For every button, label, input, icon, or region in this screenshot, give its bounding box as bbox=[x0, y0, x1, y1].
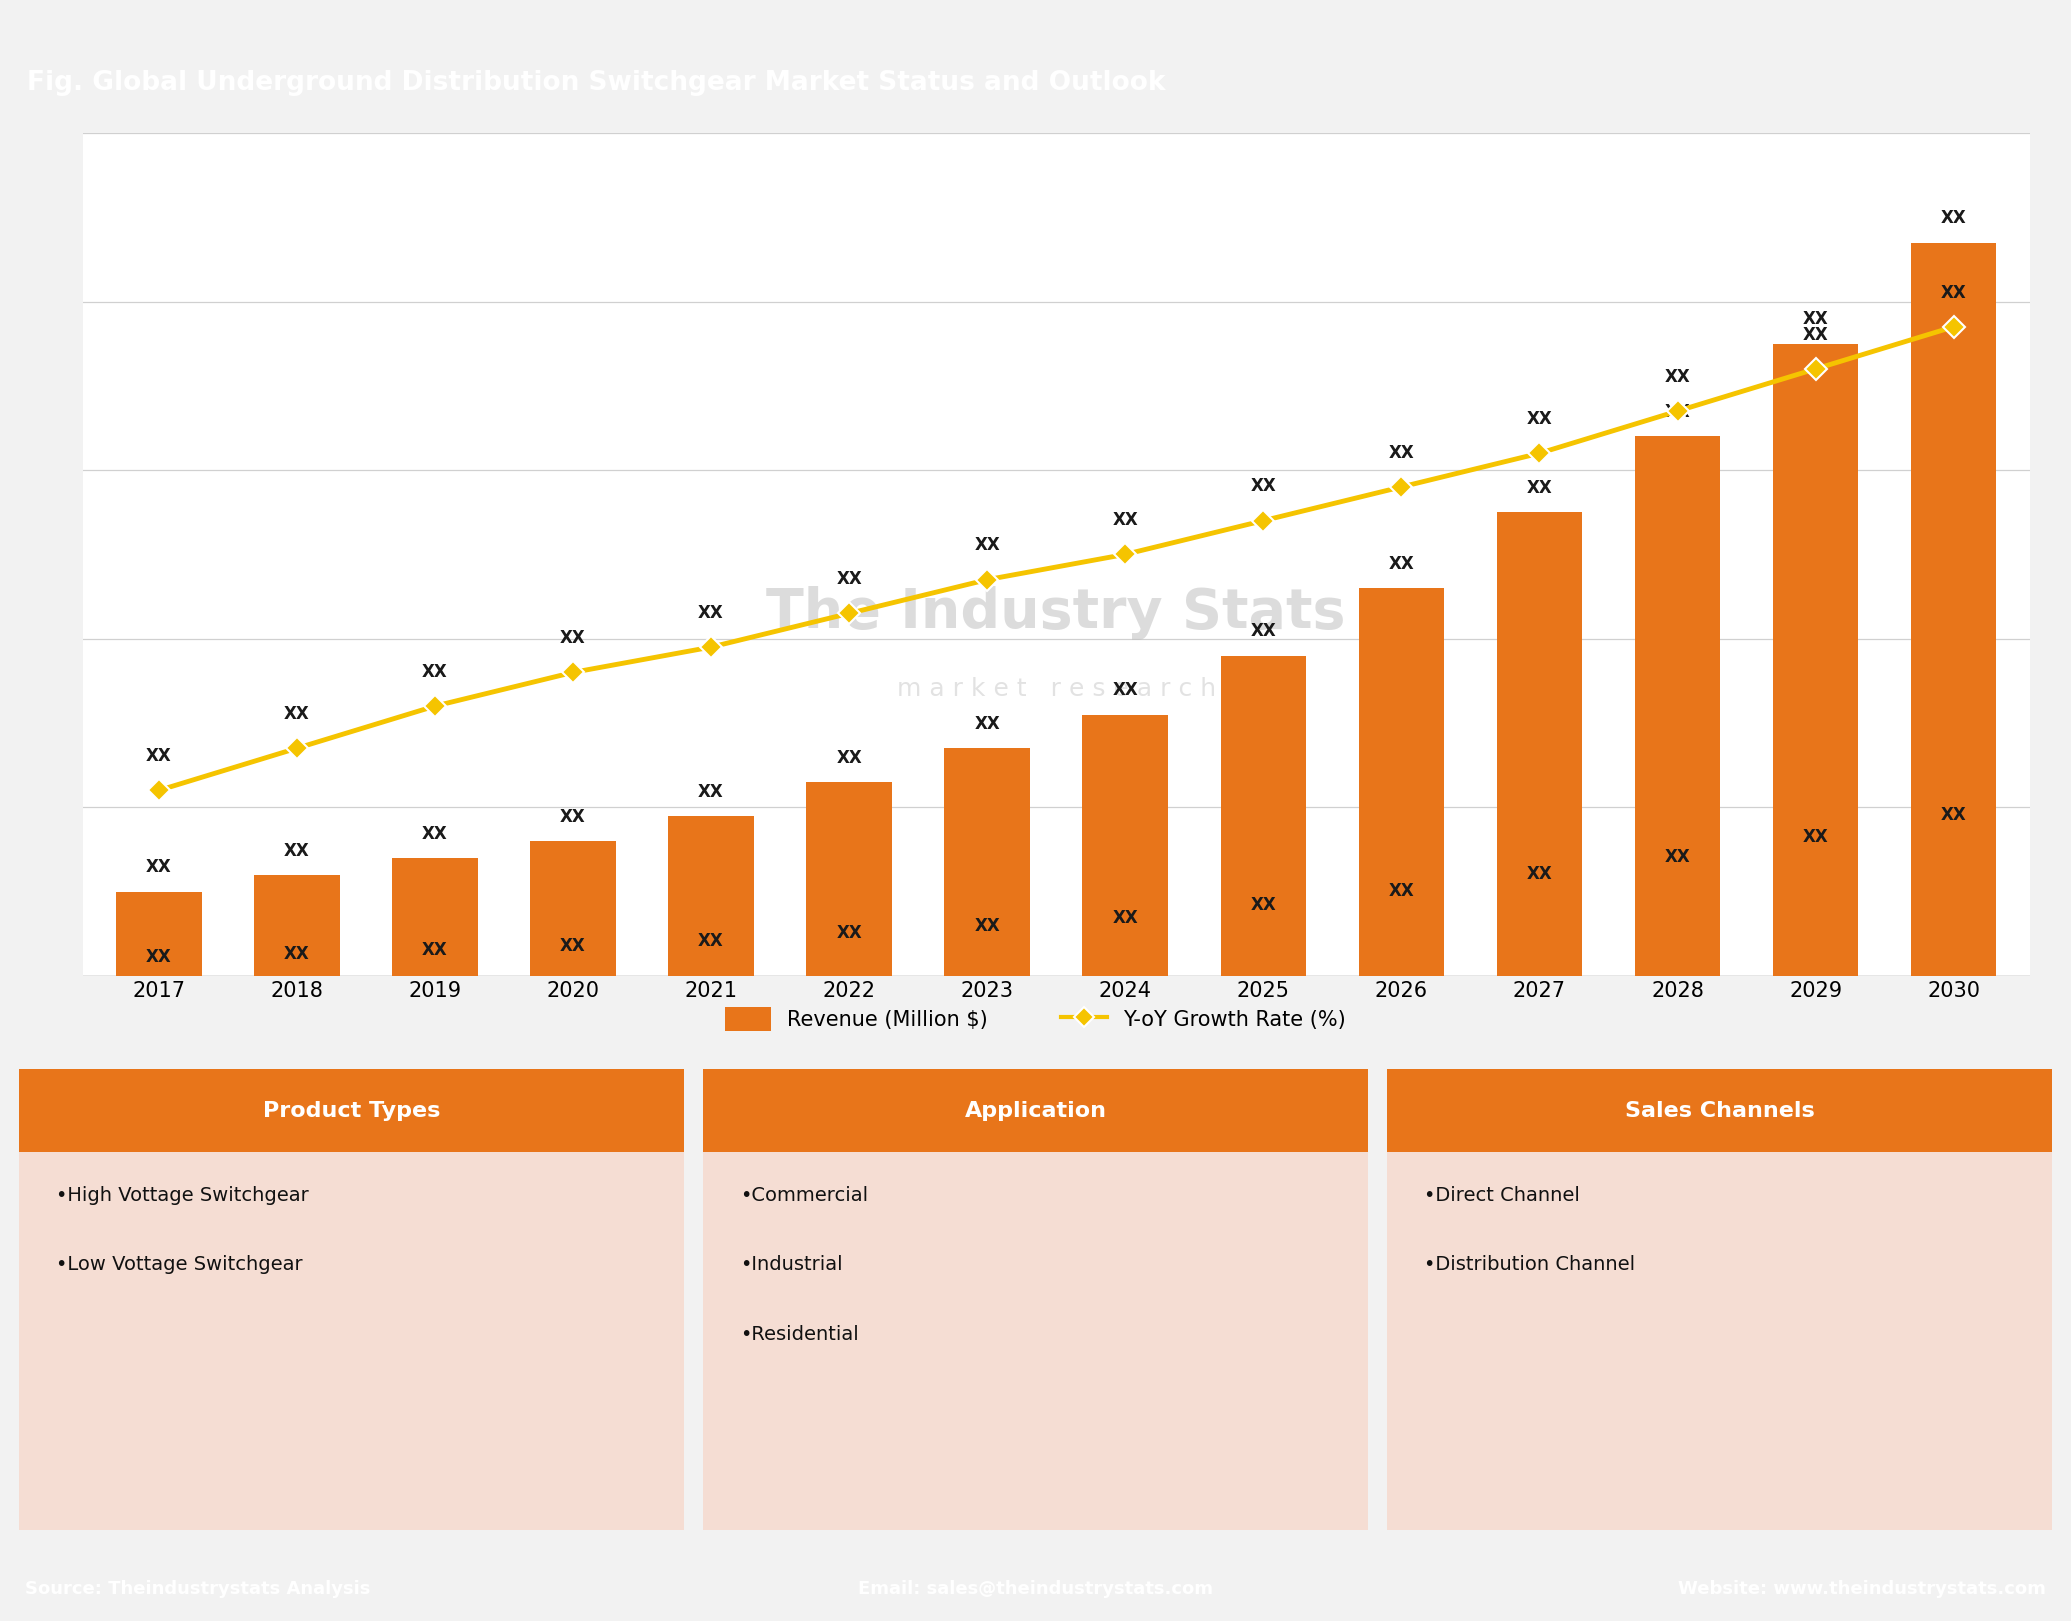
Text: •Commercial: •Commercial bbox=[739, 1187, 868, 1204]
Bar bbox=[1497, 512, 1582, 976]
Text: XX: XX bbox=[1112, 511, 1139, 528]
Bar bbox=[1912, 243, 1996, 976]
Text: m a r k e t   r e s e a r c h: m a r k e t r e s e a r c h bbox=[897, 678, 1216, 702]
Text: XX: XX bbox=[422, 825, 447, 843]
Text: XX: XX bbox=[1388, 444, 1414, 462]
Bar bbox=[116, 892, 201, 976]
Text: XX: XX bbox=[1251, 896, 1276, 914]
Text: XX: XX bbox=[698, 932, 725, 950]
Text: XX: XX bbox=[422, 663, 447, 681]
Bar bbox=[1388, 1068, 2052, 1153]
Text: Website: www.theindustrystats.com: Website: www.theindustrystats.com bbox=[1678, 1579, 2046, 1598]
Text: XX: XX bbox=[145, 747, 172, 765]
Text: Source: Theindustrystats Analysis: Source: Theindustrystats Analysis bbox=[25, 1579, 371, 1598]
Text: •Distribution Channel: •Distribution Channel bbox=[1425, 1255, 1636, 1274]
Text: XX: XX bbox=[1251, 477, 1276, 496]
Text: XX: XX bbox=[1526, 480, 1553, 498]
Text: XX: XX bbox=[1112, 681, 1139, 699]
Text: XX: XX bbox=[1526, 866, 1553, 883]
Bar bbox=[669, 815, 754, 976]
Text: XX: XX bbox=[1665, 848, 1690, 866]
Text: XX: XX bbox=[284, 841, 311, 859]
Text: XX: XX bbox=[1251, 622, 1276, 640]
Text: XX: XX bbox=[559, 937, 586, 955]
Text: •Direct Channel: •Direct Channel bbox=[1425, 1187, 1580, 1204]
Text: XX: XX bbox=[1941, 284, 1967, 302]
Bar bbox=[1083, 715, 1168, 976]
Text: •High Vottage Switchgear: •High Vottage Switchgear bbox=[56, 1187, 309, 1204]
Text: XX: XX bbox=[145, 948, 172, 966]
Text: XX: XX bbox=[145, 859, 172, 877]
Bar bbox=[944, 749, 1029, 976]
Text: XX: XX bbox=[1388, 882, 1414, 900]
Bar bbox=[1773, 344, 1858, 976]
Text: XX: XX bbox=[1665, 404, 1690, 421]
Text: The Industry Stats: The Industry Stats bbox=[766, 587, 1346, 640]
Text: •Low Vottage Switchgear: •Low Vottage Switchgear bbox=[56, 1255, 302, 1274]
Bar bbox=[702, 1068, 1369, 1530]
Text: Application: Application bbox=[965, 1101, 1106, 1120]
Text: XX: XX bbox=[1802, 326, 1829, 344]
Text: XX: XX bbox=[1526, 410, 1553, 428]
Text: XX: XX bbox=[837, 749, 862, 767]
Text: XX: XX bbox=[1802, 311, 1829, 329]
Bar bbox=[19, 1068, 683, 1153]
Bar bbox=[1634, 436, 1721, 976]
Text: XX: XX bbox=[422, 940, 447, 960]
Text: XX: XX bbox=[973, 715, 1000, 733]
Text: XX: XX bbox=[1665, 368, 1690, 386]
Text: XX: XX bbox=[698, 603, 725, 622]
Text: Product Types: Product Types bbox=[263, 1101, 439, 1120]
Text: XX: XX bbox=[1388, 554, 1414, 572]
Text: XX: XX bbox=[973, 537, 1000, 554]
Text: XX: XX bbox=[284, 705, 311, 723]
Text: XX: XX bbox=[837, 571, 862, 588]
Text: XX: XX bbox=[559, 629, 586, 647]
Text: XX: XX bbox=[1941, 806, 1967, 823]
Text: XX: XX bbox=[698, 783, 725, 801]
Bar bbox=[530, 841, 615, 976]
Text: Fig. Global Underground Distribution Switchgear Market Status and Outlook: Fig. Global Underground Distribution Swi… bbox=[27, 70, 1166, 96]
Bar bbox=[19, 1068, 683, 1530]
Text: XX: XX bbox=[1802, 828, 1829, 846]
Text: •Residential: •Residential bbox=[739, 1324, 859, 1344]
Legend: Revenue (Million $), Y-oY Growth Rate (%): Revenue (Million $), Y-oY Growth Rate (%… bbox=[717, 999, 1354, 1039]
Bar bbox=[1220, 655, 1307, 976]
Text: XX: XX bbox=[837, 924, 862, 942]
Text: •Industrial: •Industrial bbox=[739, 1255, 843, 1274]
Text: Email: sales@theindustrystats.com: Email: sales@theindustrystats.com bbox=[857, 1579, 1214, 1598]
Text: XX: XX bbox=[284, 945, 311, 963]
Bar bbox=[391, 858, 478, 976]
Bar bbox=[255, 875, 340, 976]
Bar bbox=[1359, 588, 1443, 976]
Bar bbox=[702, 1068, 1369, 1153]
Text: Sales Channels: Sales Channels bbox=[1626, 1101, 1814, 1120]
Text: XX: XX bbox=[1112, 909, 1139, 927]
Bar bbox=[806, 781, 893, 976]
Text: XX: XX bbox=[973, 917, 1000, 935]
Text: XX: XX bbox=[559, 807, 586, 825]
Bar bbox=[1388, 1068, 2052, 1530]
Text: XX: XX bbox=[1941, 209, 1967, 227]
